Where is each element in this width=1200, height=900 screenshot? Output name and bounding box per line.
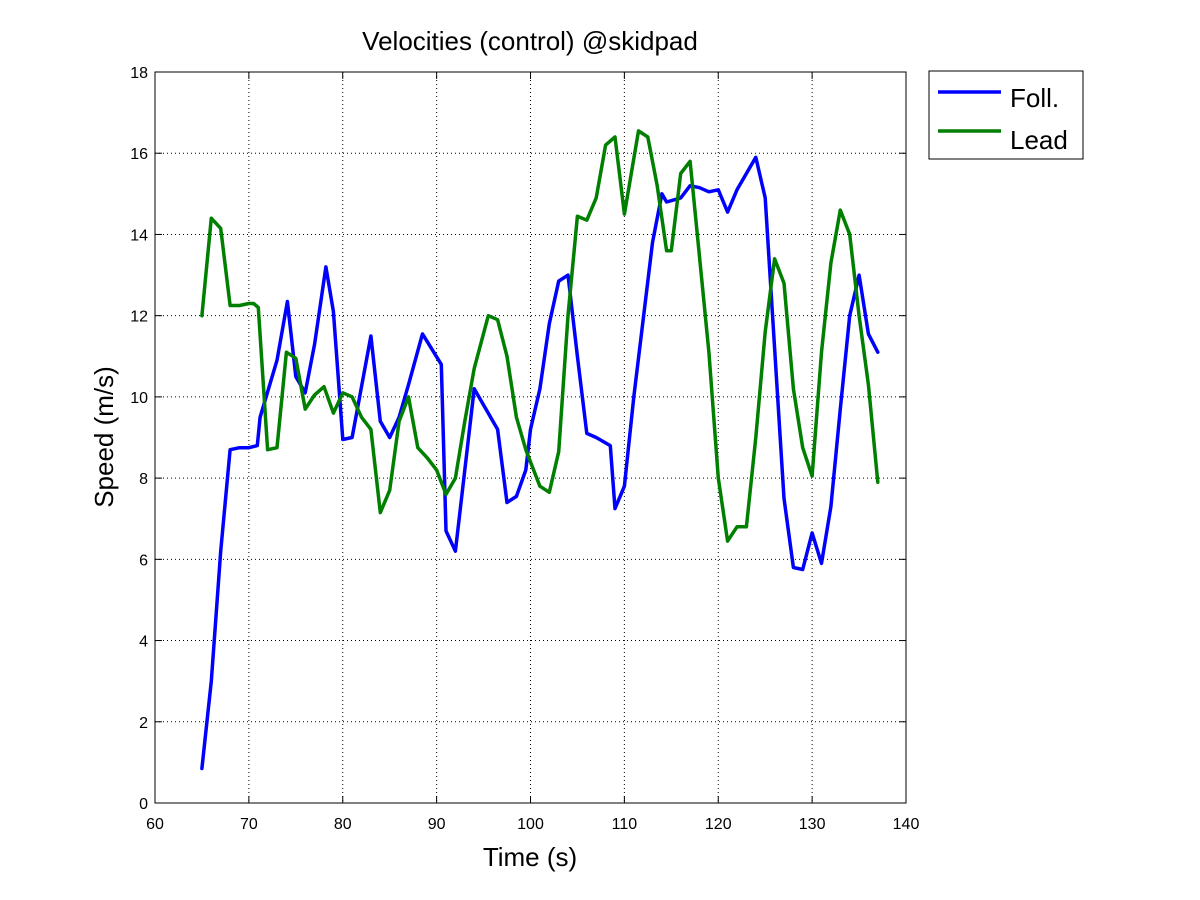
- x-tick-label: 70: [240, 816, 258, 833]
- legend-label-foll: Foll.: [1010, 83, 1059, 113]
- x-tick-label: 110: [612, 816, 638, 833]
- x-tick-label: 100: [517, 816, 544, 833]
- legend-box: [928, 70, 1084, 160]
- x-tick-label: 60: [146, 816, 164, 833]
- series-layer: [200, 129, 880, 771]
- y-axis-label: Speed (m/s): [89, 366, 119, 508]
- x-tick-label: 130: [799, 816, 826, 833]
- y-tick-label: 10: [130, 390, 148, 407]
- x-tick-label: 120: [705, 816, 732, 833]
- y-tick-label: 6: [139, 552, 148, 569]
- y-tick-label: 18: [130, 65, 148, 82]
- ticks: [154, 71, 907, 804]
- y-tick-label: 2: [139, 715, 148, 732]
- y-tick-label: 8: [139, 471, 148, 488]
- y-tick-label: 0: [139, 796, 148, 813]
- chart-title: Velocities (control) @skidpad: [362, 26, 698, 56]
- x-tick-label: 80: [334, 816, 352, 833]
- legend-label-lead: Lead: [1010, 125, 1068, 155]
- x-axis-label: Time (s): [483, 842, 577, 872]
- tick-labels: 60 70 80 90 100 110 120 130 140 0 2 4 6 8 10 12 14 16 18: [130, 65, 919, 833]
- y-tick-label: 12: [130, 309, 148, 326]
- legend: Foll. Lead: [928, 70, 1084, 160]
- y-tick-label: 4: [139, 634, 148, 651]
- x-tick-label: 90: [428, 816, 446, 833]
- y-tick-label: 16: [130, 146, 148, 163]
- series-line-foll: [200, 155, 880, 771]
- series-line-lead: [200, 129, 880, 543]
- x-tick-label: 140: [893, 816, 920, 833]
- y-tick-label: 14: [130, 227, 148, 244]
